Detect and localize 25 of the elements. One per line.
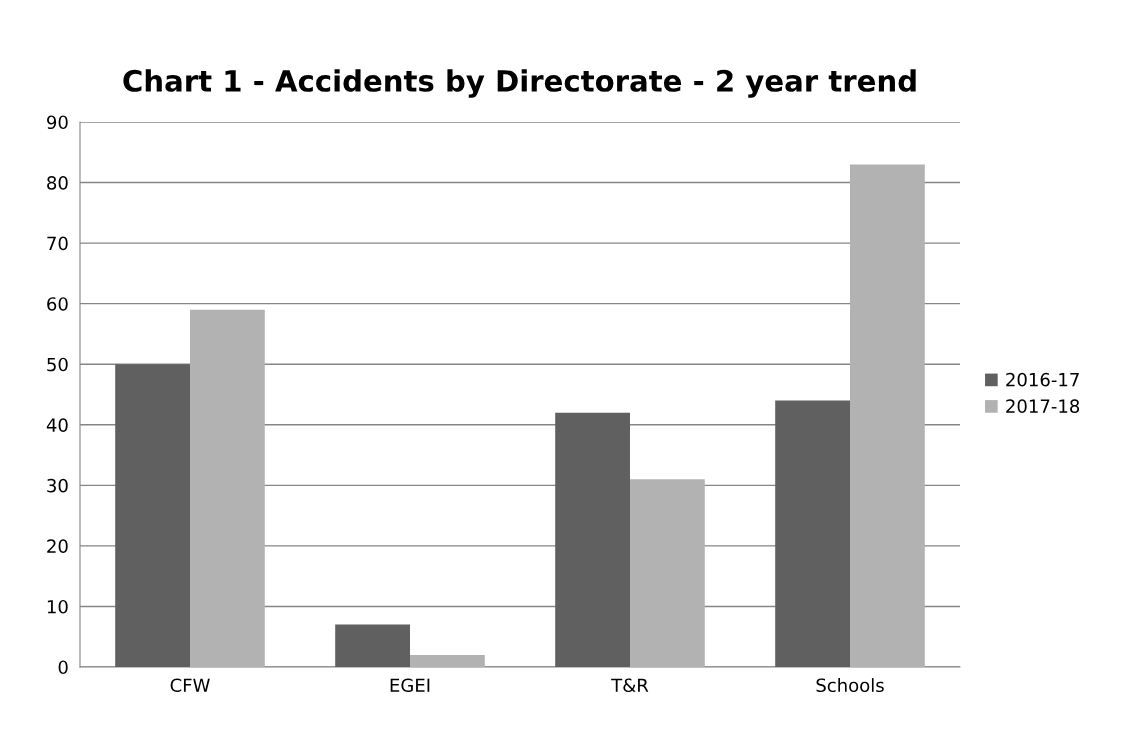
bar <box>775 400 850 667</box>
y-tick-label: 20 <box>47 539 68 554</box>
x-tick-label: T&R <box>611 678 649 693</box>
chart-title: Chart 1 - Accidents by Directorate - 2 year trend <box>123 69 916 98</box>
y-tick-label: 90 <box>47 115 68 130</box>
bar <box>190 309 265 667</box>
y-tick-label: 30 <box>47 478 68 493</box>
x-tick-label: EGEI <box>390 678 430 693</box>
x-tick-label: CFW <box>170 678 210 693</box>
y-tick-label: 0 <box>58 660 68 675</box>
x-tick-label: Schools <box>816 678 884 693</box>
y-tick-label: 60 <box>47 297 68 311</box>
bar <box>115 364 190 667</box>
y-tick-label: 40 <box>46 418 68 432</box>
legend-label: 2017-18 <box>1006 399 1080 413</box>
y-tick-label: 50 <box>47 357 68 372</box>
bar <box>555 412 630 667</box>
bar <box>335 624 410 667</box>
bar <box>630 479 705 667</box>
y-tick-label: 80 <box>47 176 68 190</box>
bar <box>850 164 925 667</box>
y-tick-label: 70 <box>47 236 68 251</box>
bar <box>410 654 485 667</box>
y-tick-label: 10 <box>47 599 68 614</box>
legend-label: 2016-17 <box>1006 372 1079 387</box>
